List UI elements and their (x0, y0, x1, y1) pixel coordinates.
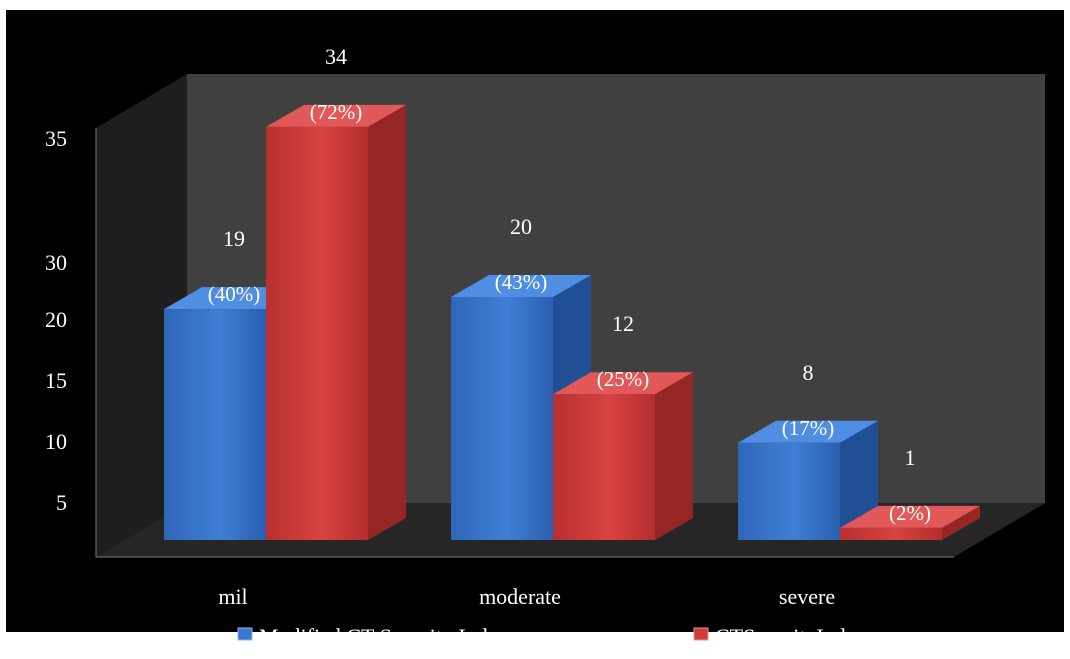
bar-front (164, 309, 266, 540)
y-tick-label: 20 (45, 307, 67, 332)
y-tick-label: 30 (45, 250, 67, 275)
bars: (40%) 19 (72%) 34 (43%) 20 (25%) 12 (17%) 8 (2%) 1 (164, 44, 980, 541)
data-label-percent: (43%) (495, 270, 547, 294)
y-tick-label: 35 (45, 126, 67, 151)
data-label-value: 1 (905, 445, 916, 470)
legend: Modified CT Severity Index CTSeverityInd… (237, 624, 867, 649)
bar-front (738, 442, 840, 540)
y-axis: 35 30 20 15 10 5 (45, 126, 67, 515)
category-label: severe (779, 584, 835, 609)
y-tick-label: 5 (56, 490, 67, 515)
category-label: mil (218, 584, 247, 609)
bar-front (840, 527, 942, 540)
bar-side (840, 420, 878, 540)
y-tick-label: 15 (45, 368, 67, 393)
bar-front (553, 394, 655, 540)
data-label-value: 12 (612, 311, 634, 336)
legend-label: Modified CT Severity Index (259, 624, 509, 649)
bar-top (840, 505, 980, 528)
data-label-value: 34 (325, 44, 347, 69)
data-label-percent: (72%) (310, 100, 362, 124)
legend-swatch (693, 627, 709, 641)
bar-top (266, 104, 406, 127)
bar-top (451, 275, 591, 297)
bar-front (451, 297, 553, 540)
data-label-value: 20 (510, 214, 532, 239)
legend-item[interactable]: CTSeverityIndex (693, 624, 867, 649)
legend-swatch (237, 627, 253, 641)
bar-side (942, 505, 980, 540)
y-tick-label: 10 (45, 429, 67, 454)
legend-item[interactable]: Modified CT Severity Index (237, 624, 509, 649)
bar[interactable] (266, 104, 406, 541)
bar-side (655, 372, 693, 540)
bar-side (368, 104, 406, 541)
bar-front (266, 126, 368, 541)
bar-top (553, 372, 693, 395)
bar[interactable] (840, 505, 980, 540)
data-label-percent: (40%) (208, 282, 260, 306)
data-label-value: 8 (803, 360, 814, 385)
data-label-value: 19 (223, 226, 245, 251)
legend-label: CTSeverityIndex (715, 624, 867, 649)
x-axis: mil moderate severe (218, 584, 835, 609)
bar[interactable] (553, 372, 693, 540)
data-label-percent: (17%) (782, 416, 834, 440)
data-label-percent: (2%) (889, 501, 931, 525)
bar-top (738, 420, 878, 443)
data-label-percent: (25%) (597, 367, 649, 391)
category-label: moderate (479, 584, 561, 609)
bar[interactable] (738, 420, 878, 540)
